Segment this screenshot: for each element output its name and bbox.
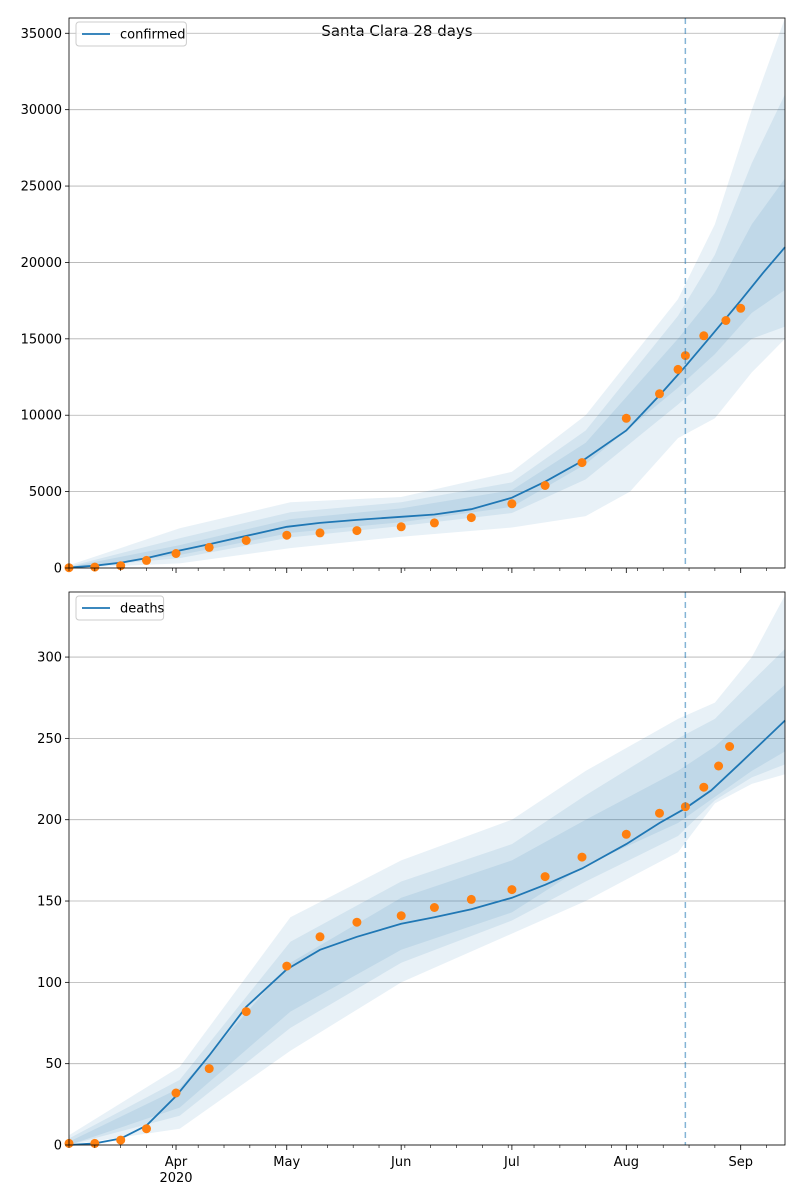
observed-point (315, 932, 325, 942)
uncertainty-band (69, 595, 785, 1145)
x-tick-label: Apr (165, 1155, 188, 1170)
observed-point (352, 526, 362, 536)
y-tick-label: 5000 (29, 485, 62, 500)
x-tick-sublabel: 2020 (159, 1171, 192, 1186)
observed-point (673, 364, 683, 374)
observed-point (680, 351, 690, 361)
x-tick-label: Aug (614, 1155, 639, 1170)
observed-point (577, 852, 587, 862)
confirmed-panel: 0 5000 10000 15000 20000 25000 30000 35000 confi… (21, 17, 786, 577)
observed-point (507, 499, 517, 509)
legend: confirmed (75, 21, 187, 47)
observed-point (396, 911, 406, 921)
legend-box (75, 21, 187, 47)
y-tick-label: 0 (54, 562, 62, 577)
observed-point (352, 917, 362, 927)
observed-point (142, 555, 151, 565)
observed-point (725, 742, 735, 751)
observed-point (714, 761, 724, 771)
x-tick-label: Jun (390, 1155, 411, 1170)
legend-label: confirmed (120, 28, 186, 43)
observed-point (204, 542, 214, 552)
observed-point (621, 413, 631, 423)
y-tick-label: 250 (37, 732, 62, 747)
model-line (68, 719, 786, 1146)
y-tick-label: 15000 (21, 332, 62, 347)
uncertainty-band (69, 18, 785, 568)
observed-point (507, 885, 517, 895)
observed-point (282, 530, 292, 540)
observed-point (142, 1124, 151, 1134)
observed-point (315, 528, 325, 538)
y-tick-label: 150 (37, 895, 62, 910)
y-tick-label: 50 (45, 1057, 62, 1072)
observed-point (90, 562, 100, 572)
uncertainty-band (69, 648, 785, 1145)
y-tick-label: 200 (37, 813, 62, 828)
observed-point (241, 536, 251, 545)
axes-frame (68, 591, 786, 1146)
y-tick-label: 30000 (21, 103, 62, 118)
observed-point (540, 481, 550, 490)
observed-point (655, 389, 664, 399)
observed-point (621, 829, 631, 839)
observed-point (736, 303, 746, 313)
x-tick-label: Sep (728, 1155, 753, 1170)
observed-point (540, 872, 550, 882)
figure-title: Santa Clara 28 days (321, 22, 472, 40)
observed-point (466, 513, 476, 523)
observed-point (699, 331, 709, 341)
x-tick-label: May (273, 1155, 300, 1170)
y-tick-label: 300 (37, 651, 62, 666)
axes-frame (68, 17, 786, 569)
legend-label: deaths (120, 602, 165, 617)
observed-point (655, 808, 664, 818)
observed-point (429, 518, 439, 528)
uncertainty-band (69, 94, 785, 568)
y-tick-label: 100 (37, 976, 62, 991)
x-tick-label: Jul (503, 1155, 520, 1170)
uncertainty-band (69, 684, 785, 1145)
legend: deaths (75, 595, 165, 621)
y-tick-label: 35000 (21, 27, 62, 42)
model-line (68, 246, 786, 569)
observed-point (90, 1138, 100, 1148)
observed-point (116, 1135, 126, 1145)
y-tick-label: 25000 (21, 180, 62, 195)
legend-box (75, 595, 165, 621)
observed-point (241, 1007, 251, 1017)
y-tick-label: 20000 (21, 256, 62, 271)
observed-point (204, 1064, 214, 1074)
y-tick-label: 0 (54, 1139, 62, 1154)
observed-point (466, 894, 476, 904)
observed-point (282, 961, 292, 971)
observed-point (577, 458, 587, 468)
observed-point (699, 782, 709, 792)
observed-point (171, 549, 181, 558)
observed-point (171, 1088, 181, 1098)
observed-point (721, 316, 731, 325)
y-tick-label: 10000 (21, 409, 62, 424)
observed-point (429, 903, 439, 912)
observed-point (396, 522, 406, 532)
